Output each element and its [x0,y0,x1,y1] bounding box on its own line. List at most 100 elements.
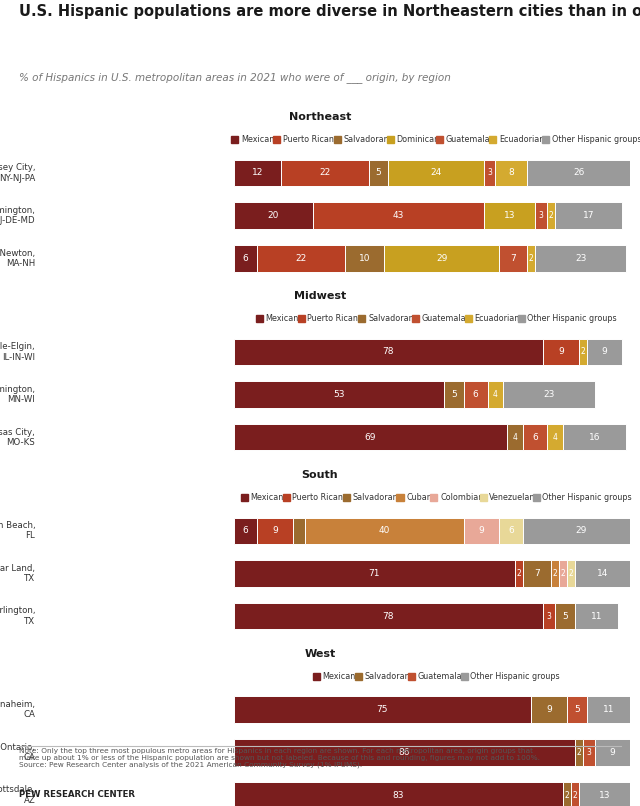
Text: 2: 2 [568,569,573,578]
Text: 12: 12 [252,168,263,177]
Text: 24: 24 [430,168,442,177]
Bar [345,245,385,272]
Text: 7: 7 [511,254,516,263]
Text: 5: 5 [376,168,381,177]
Bar [575,603,618,629]
Text: 5: 5 [451,390,457,399]
Text: 86: 86 [399,748,410,757]
Text: Mexican: Mexican [241,135,274,144]
Bar [234,560,515,587]
Bar [499,245,527,272]
Text: % of Hispanics in U.S. metropolitan areas in 2021 who were of ___ origin, by reg: % of Hispanics in U.S. metropolitan area… [19,73,451,84]
Text: 23: 23 [575,254,586,263]
Text: 11: 11 [591,612,602,621]
Bar [563,424,627,451]
Text: Kansas City,
MO-KS: Kansas City, MO-KS [0,427,35,447]
Text: Northeast: Northeast [289,112,351,123]
Bar [547,424,563,451]
Bar [575,560,630,587]
Text: Mexican: Mexican [323,671,356,681]
Text: 5: 5 [562,612,568,621]
Text: 6: 6 [509,526,514,535]
Bar [234,381,444,408]
Text: Salvadoran: Salvadoran [364,671,410,681]
Text: 83: 83 [392,791,404,800]
Bar [579,782,630,806]
Text: 20: 20 [268,211,279,220]
Bar [234,517,257,544]
Text: 9: 9 [602,347,607,356]
Bar [508,424,524,451]
Bar [515,560,524,587]
Text: Cuban: Cuban [406,492,432,502]
Bar [555,202,623,229]
Text: Mexican: Mexican [266,314,299,323]
Bar [444,381,464,408]
Text: Salvadoran: Salvadoran [368,314,413,323]
Text: Other Hispanic groups: Other Hispanic groups [543,492,632,502]
Bar [313,202,484,229]
Bar [531,696,567,723]
Text: 2: 2 [552,569,557,578]
Text: 6: 6 [473,390,479,399]
Bar [369,160,388,186]
Text: New York-Newark-Jersey City,
NY-NJ-PA: New York-Newark-Jersey City, NY-NJ-PA [0,163,35,183]
Bar [234,739,575,766]
Text: Dallas-Fort Worth-Arlington,
TX: Dallas-Fort Worth-Arlington, TX [0,606,35,626]
Text: 11: 11 [603,705,614,714]
Text: U.S. Hispanic populations are more diverse in Northeastern cities than in other : U.S. Hispanic populations are more diver… [19,4,640,19]
Bar [281,160,369,186]
Text: 3: 3 [487,168,492,177]
Text: 6: 6 [243,254,248,263]
Text: 9: 9 [610,748,616,757]
Bar [524,517,638,544]
Text: 9: 9 [273,526,278,535]
Bar [234,782,563,806]
Text: Dominican: Dominican [397,135,440,144]
Text: 7: 7 [534,569,540,578]
Text: 4: 4 [493,390,498,399]
Text: Mexican: Mexican [251,492,284,502]
Text: 9: 9 [479,526,484,535]
Text: 78: 78 [383,612,394,621]
Text: 2: 2 [561,569,565,578]
Bar [499,517,524,544]
Text: 10: 10 [359,254,371,263]
Text: Ecuadorian: Ecuadorian [499,135,544,144]
Text: 4: 4 [552,433,557,442]
Text: 2: 2 [564,791,570,800]
Text: Guatemalan: Guatemalan [417,671,467,681]
Bar [464,517,499,544]
Text: Ecuadorian: Ecuadorian [474,314,520,323]
Bar [524,560,551,587]
Text: 2: 2 [580,347,585,356]
Bar [587,696,630,723]
Text: Note: Only the top three most populous metro areas for Hispanics in each region : Note: Only the top three most populous m… [19,748,540,768]
Bar [543,339,579,365]
Text: Chicago-Naperville-Elgin,
IL-IN-WI: Chicago-Naperville-Elgin, IL-IN-WI [0,342,35,362]
Bar [579,339,587,365]
Text: Venezuelan: Venezuelan [490,492,536,502]
Bar [559,560,567,587]
Bar [595,739,630,766]
Bar [385,245,499,272]
Bar [293,517,305,544]
Bar [535,202,547,229]
Text: 3: 3 [539,211,543,220]
Bar [495,160,527,186]
Bar [488,381,504,408]
Bar [575,739,583,766]
Bar [571,782,579,806]
Bar [527,160,630,186]
Text: 2: 2 [572,791,577,800]
Text: Miami-Fort Lauderdale-West Palm Beach,
FL: Miami-Fort Lauderdale-West Palm Beach, F… [0,521,35,541]
Text: Houston-The Woodlands-Sugar Land,
TX: Houston-The Woodlands-Sugar Land, TX [0,563,35,584]
Bar [257,245,345,272]
Text: Phoenix-Mesa-Scottsdale,
AZ: Phoenix-Mesa-Scottsdale, AZ [0,785,35,805]
Text: 13: 13 [599,791,611,800]
Text: 3: 3 [586,748,591,757]
Text: 22: 22 [319,168,330,177]
Text: Other Hispanic groups: Other Hispanic groups [470,671,560,681]
Text: 13: 13 [504,211,515,220]
Text: 69: 69 [365,433,376,442]
